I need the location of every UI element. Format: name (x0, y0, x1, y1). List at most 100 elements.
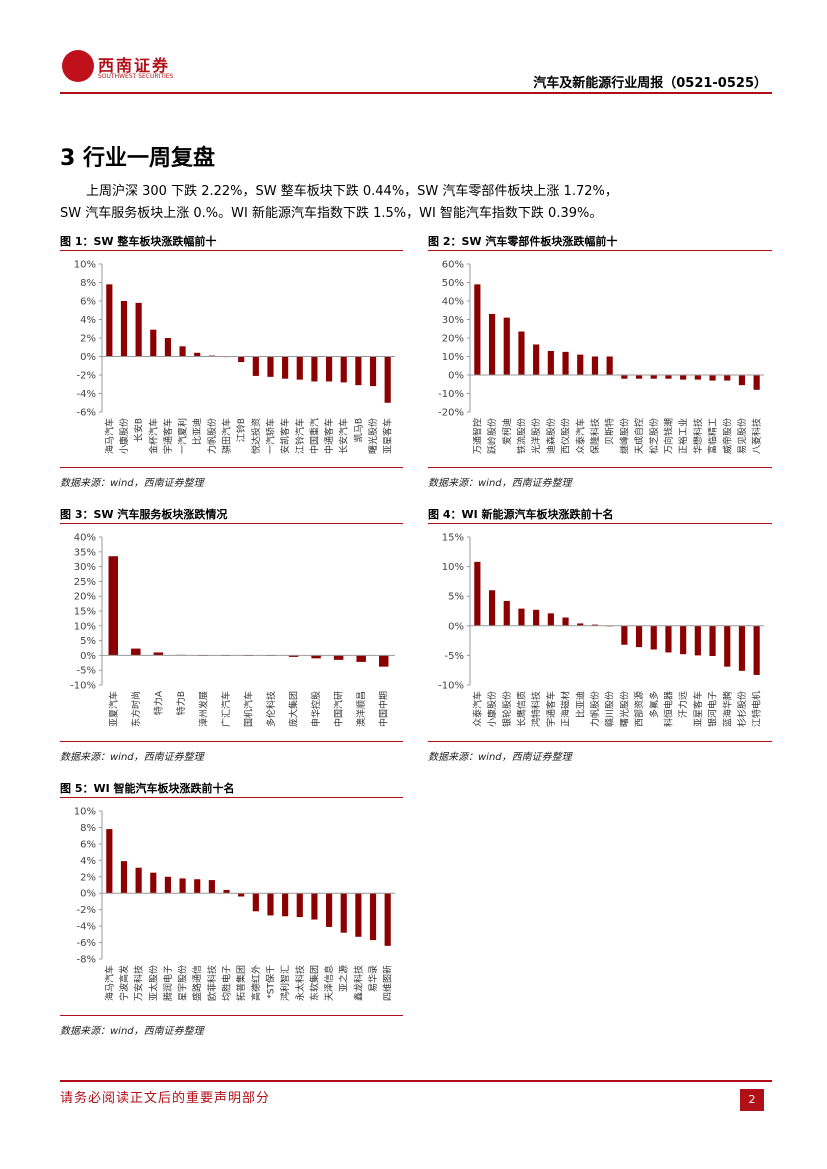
bar (106, 284, 113, 357)
figure-5-rule (60, 797, 403, 798)
y-tick-label: 10% (74, 807, 96, 818)
bar (120, 301, 128, 357)
bar (356, 655, 366, 662)
category-label: 贝斯特 (604, 418, 616, 445)
category-label: 宇通客车 (545, 691, 557, 727)
bar (194, 879, 201, 894)
bar (296, 356, 303, 380)
category-label: 继峰股份 (618, 418, 630, 454)
y-tick-label: 40% (442, 297, 464, 308)
bar (533, 344, 540, 375)
bar (135, 867, 142, 894)
bar (753, 375, 760, 390)
y-tick-label: -8% (77, 955, 96, 966)
category-label: 多氟多 (648, 691, 660, 718)
y-tick-label: 8% (80, 823, 96, 834)
category-label: 西部资源 (633, 691, 645, 727)
category-label: 富临精工 (707, 418, 719, 454)
bar (547, 613, 554, 626)
category-label: 万安科技 (133, 965, 145, 1001)
bar (340, 356, 347, 383)
category-label: 跃岭股份 (486, 418, 498, 454)
bar (680, 375, 687, 380)
y-tick-label: 0% (80, 651, 96, 662)
category-label: 爱柯迪 (501, 418, 513, 445)
category-label: 铁流股份 (515, 418, 527, 454)
y-tick-label: -10% (438, 681, 464, 692)
category-label: 中通客车 (323, 418, 335, 454)
y-tick-label: 4% (80, 315, 96, 326)
section-title: 3 行业一周复盘 (60, 146, 215, 171)
bar (369, 356, 377, 387)
y-tick-label: 2% (80, 334, 96, 345)
category-label: 金杯汽车 (147, 418, 159, 454)
bar (153, 652, 164, 656)
bar (474, 561, 481, 626)
figure-2-chart: 60% 50% 40% 30% 20% 10% 0% -10% -20% 万通智控 跃岭股份 爱柯迪铁… (438, 260, 764, 454)
figure-2-title: 图 2：SW 汽车零部件板块涨跌幅前十 (428, 235, 618, 248)
figure-3-bottom-rule (60, 741, 403, 742)
y-tick-label: -5% (77, 666, 96, 677)
figure-5-bottom-rule (60, 1015, 403, 1016)
y-tick-label: -5% (445, 651, 464, 662)
logo-icon (62, 50, 94, 82)
bar (179, 346, 186, 357)
bar (355, 356, 362, 386)
figure-4-source: 数据来源：wind，西南证券整理 (428, 752, 572, 763)
bar (503, 317, 510, 375)
bar (333, 655, 344, 660)
category-label: 漳州发展 (197, 691, 209, 727)
y-tick-label: -2% (77, 371, 96, 382)
y-tick-label: 10% (442, 352, 464, 363)
bar (282, 893, 289, 917)
y-tick-label: 2% (80, 872, 96, 883)
category-label: 国机汽车 (243, 691, 255, 727)
category-label: 比亚迪 (191, 418, 203, 445)
bar (547, 350, 554, 375)
category-label: 永太科技 (294, 965, 306, 1001)
bar (267, 893, 274, 916)
category-label: 多伦科技 (265, 691, 277, 727)
category-label: 力帆股份 (589, 691, 601, 727)
category-label: 江特电机 (751, 691, 763, 727)
figure-1-source: 数据来源：wind，西南证券整理 (60, 478, 204, 489)
y-tick-label: -10% (438, 389, 464, 400)
category-label: 特力B (175, 691, 187, 715)
bar (724, 375, 731, 381)
bar (709, 625, 716, 656)
bar (106, 829, 113, 894)
category-label: 欧菲科技 (206, 965, 218, 1001)
category-label: 一汽夏利 (177, 418, 189, 454)
category-label: 八菱科技 (751, 418, 763, 454)
bar (238, 893, 245, 897)
y-tick-label: -10% (70, 681, 96, 692)
bar (311, 655, 321, 659)
category-label: 安凯客车 (279, 418, 291, 454)
category-label: 鑫龙科技 (352, 965, 364, 1001)
bar (311, 356, 318, 382)
bar (325, 893, 333, 927)
category-label: 均胜电子 (221, 965, 233, 1001)
category-label: 天成自控 (633, 418, 645, 454)
bar (665, 375, 672, 379)
y-tick-label: 5% (80, 636, 96, 647)
bar (635, 375, 643, 379)
category-label: 力帆股份 (206, 418, 218, 454)
category-label: 亚星客车 (382, 418, 394, 454)
y-tick-label: 35% (74, 547, 96, 558)
y-tick-label: -4% (77, 389, 96, 400)
category-label: 星宇股份 (177, 965, 189, 1001)
bar (621, 625, 628, 645)
bar (325, 356, 333, 382)
logo-name: 西南证券 (98, 56, 171, 75)
category-label: 小康股份 (118, 418, 130, 454)
figure-4-chart: 15% 10% 5% 0% -5% -10% 众泰汽车 小康股份 银轮股份 长鹰信质 鸿特科技 宇通客… (438, 533, 764, 727)
category-label: 小康股份 (486, 691, 498, 727)
bar (738, 625, 746, 671)
bar (591, 356, 599, 375)
category-label: 众泰汽车 (574, 418, 586, 454)
bar (282, 356, 289, 379)
bar (753, 625, 760, 675)
category-label: *ST保千 (264, 965, 276, 999)
y-tick-label: 10% (74, 260, 96, 271)
